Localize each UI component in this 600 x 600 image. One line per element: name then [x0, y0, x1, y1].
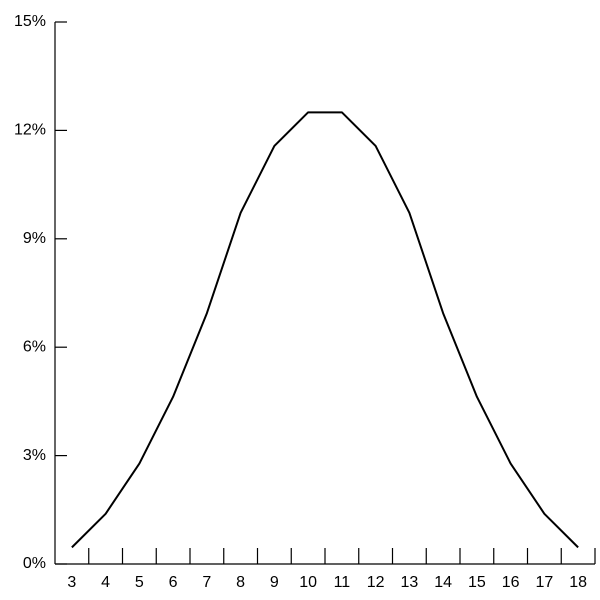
x-tick-label: 15: [468, 574, 486, 591]
x-tick-label: 9: [270, 574, 279, 591]
y-tick-label: 15%: [14, 13, 46, 30]
line: [71, 111, 579, 549]
x-tick-label: 12: [367, 574, 385, 591]
x-tick-label: 14: [434, 574, 452, 591]
x-tick-label: 4: [101, 574, 110, 591]
x-tick-label: 18: [569, 574, 587, 591]
x-tick-label: 3: [67, 574, 76, 591]
y-tick-label: 0%: [23, 555, 46, 572]
x-tick-label: 11: [334, 574, 351, 591]
x-tick-label: 13: [400, 574, 418, 591]
x-tick-label: 5: [135, 574, 144, 591]
x-tick-label: 6: [169, 574, 178, 591]
y-tick-label: 9%: [23, 230, 46, 247]
x-tick-label: 7: [202, 574, 211, 591]
x-tick-label: 10: [299, 574, 317, 591]
y-tick-label: 12%: [14, 122, 46, 139]
x-tick-label: 16: [502, 574, 520, 591]
x-tick-label: 8: [236, 574, 245, 591]
y-tick-label: 6%: [23, 338, 46, 355]
y-tick-label: 3%: [23, 447, 46, 464]
x-tick-label: 17: [535, 574, 553, 591]
